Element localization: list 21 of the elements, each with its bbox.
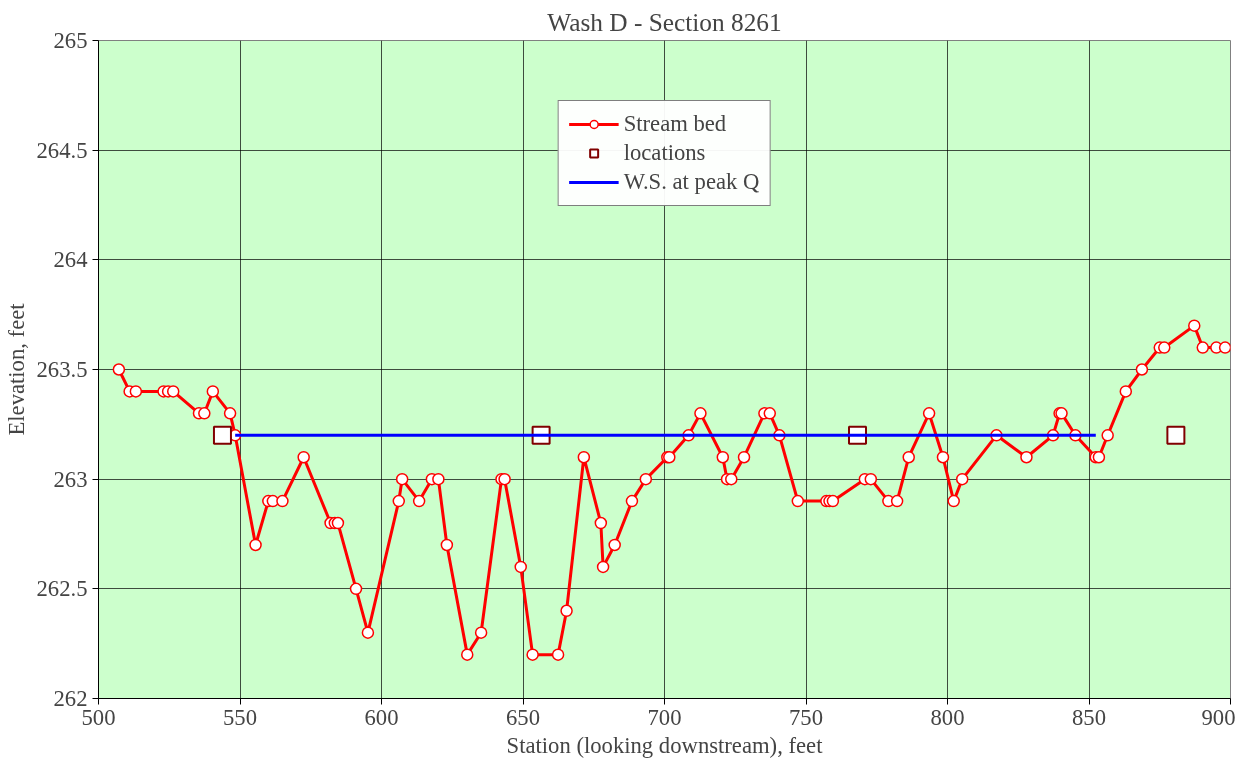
y-tick-label: 264.5	[36, 137, 88, 163]
x-tick-label: 800	[930, 704, 965, 730]
legend-label: Stream bed	[623, 111, 727, 137]
x-tick-label: 850	[1072, 704, 1106, 730]
legend-label: locations	[623, 140, 706, 166]
x-tick-label: 700	[647, 704, 682, 730]
x-axis-title: Station (looking downstream), feet	[506, 732, 824, 758]
y-axis-title: Elevation, feet	[3, 302, 29, 436]
y-tick-label: 263.5	[36, 357, 88, 382]
x-tick-label: 900	[1201, 704, 1235, 730]
x-tick-label: 550	[223, 704, 257, 730]
legend-label: W.S. at peak Q	[623, 169, 760, 195]
y-tick-label: 264	[53, 247, 88, 273]
y-tick-label: 262	[53, 686, 88, 711]
chart-title: Wash D - Section 8261	[547, 7, 782, 36]
y-tick-label: 265	[53, 28, 88, 53]
x-tick-label: 600	[364, 704, 399, 730]
x-tick-label: 750	[789, 704, 823, 730]
x-tick-label: 650	[506, 704, 540, 730]
y-tick-label: 262.5	[36, 576, 88, 602]
y-tick-label: 263	[53, 466, 88, 492]
